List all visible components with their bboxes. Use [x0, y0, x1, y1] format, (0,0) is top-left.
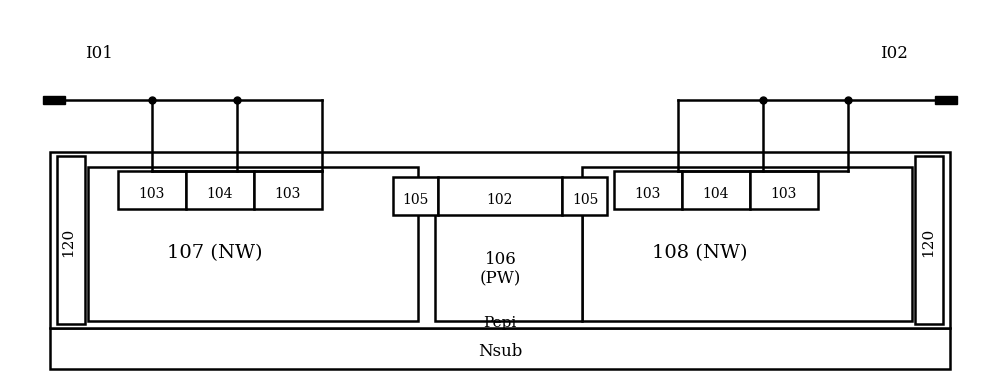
Bar [750, 171, 818, 209]
Bar [393, 177, 438, 215]
Bar [43, 96, 65, 104]
Text: 103: 103 [139, 187, 165, 201]
Text: 104: 104 [207, 187, 233, 201]
Bar [57, 156, 85, 324]
Bar [682, 171, 750, 209]
Text: 105: 105 [572, 193, 598, 207]
Text: 106
(PW): 106 (PW) [480, 250, 521, 287]
Text: I02: I02 [880, 45, 908, 62]
Text: 108 (NW): 108 (NW) [652, 245, 748, 262]
Bar [614, 171, 682, 209]
Text: Pepi: Pepi [483, 316, 517, 329]
Text: 103: 103 [771, 187, 797, 201]
Bar [435, 198, 582, 321]
Bar [186, 171, 254, 209]
Bar [438, 177, 562, 215]
Text: 103: 103 [275, 187, 301, 201]
Bar [50, 328, 950, 369]
Bar [50, 152, 950, 328]
Bar [562, 177, 607, 215]
Text: 104: 104 [703, 187, 729, 201]
Text: 120: 120 [921, 227, 935, 257]
Bar [935, 96, 957, 104]
Text: 105: 105 [402, 193, 428, 207]
Bar [88, 167, 418, 321]
Bar [915, 156, 943, 324]
Text: I01: I01 [85, 45, 113, 62]
Bar [582, 167, 912, 321]
Bar [118, 171, 186, 209]
Text: Nsub: Nsub [478, 343, 522, 360]
Text: 107 (NW): 107 (NW) [167, 245, 263, 262]
Text: 103: 103 [635, 187, 661, 201]
Text: 120: 120 [61, 227, 75, 257]
Text: 102: 102 [487, 193, 513, 207]
Bar [254, 171, 322, 209]
